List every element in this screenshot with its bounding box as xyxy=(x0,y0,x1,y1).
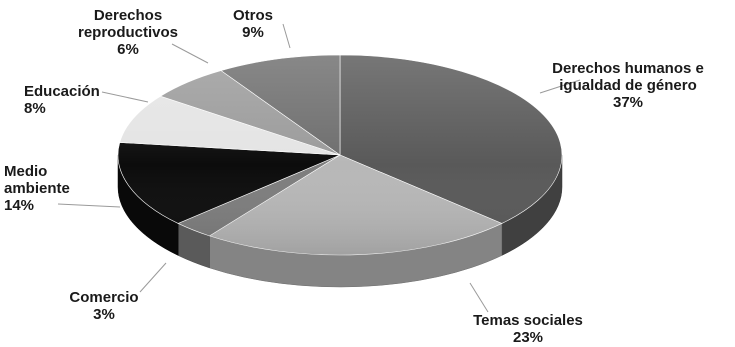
slice-label-derechos-reproductivos: reproductivos xyxy=(78,24,178,41)
leader-line-temas-sociales xyxy=(469,282,489,313)
leader-line-otros xyxy=(282,23,291,49)
slice-label-medio-ambiente: ambiente xyxy=(4,180,70,197)
slice-label-temas-sociales: Temas sociales xyxy=(473,312,583,329)
leader-line-comercio xyxy=(139,262,167,293)
leader-line-derechos-humanos-e-igualdad-de-genero xyxy=(539,79,581,94)
leader-line-medio-ambiente xyxy=(57,203,121,208)
slice-value-medio-ambiente: 14% xyxy=(4,197,34,214)
slice-value-temas-sociales: 23% xyxy=(513,329,543,346)
slice-value-derechos-humanos-e-igualdad-de-genero: 37% xyxy=(613,94,643,111)
slice-label-medio-ambiente: Medio xyxy=(4,163,47,180)
slice-label-educacion: Educación xyxy=(24,83,100,100)
slice-value-derechos-reproductivos: 6% xyxy=(117,41,139,58)
pie-top-faces xyxy=(117,54,563,256)
leader-line-educacion xyxy=(101,91,149,103)
slice-label-derechos-reproductivos: Derechos xyxy=(94,7,162,24)
slice-label-comercio: Comercio xyxy=(69,289,138,306)
slice-label-derechos-humanos-e-igualdad-de-genero: Derechos humanos e xyxy=(552,60,704,77)
slice-value-comercio: 3% xyxy=(93,306,115,323)
leader-line-derechos-reproductivos xyxy=(171,43,209,64)
slice-value-educacion: 8% xyxy=(24,100,46,117)
slice-value-otros: 9% xyxy=(242,24,264,41)
slice-label-otros: Otros xyxy=(233,7,273,24)
slice-label-derechos-humanos-e-igualdad-de-genero: igualdad de género xyxy=(559,77,697,94)
